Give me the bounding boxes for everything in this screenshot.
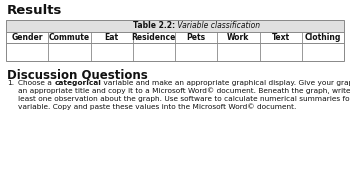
Text: Gender: Gender xyxy=(11,33,43,42)
Text: an appropriate title and copy it to a Microsoft Word© document. Beneath the grap: an appropriate title and copy it to a Mi… xyxy=(18,88,350,94)
Text: Variable classification: Variable classification xyxy=(175,22,260,30)
Text: Commute: Commute xyxy=(49,33,90,42)
Text: Text: Text xyxy=(272,33,290,42)
Text: Table 2.2:: Table 2.2: xyxy=(133,22,175,30)
Text: Discussion Questions: Discussion Questions xyxy=(7,68,148,81)
Text: 1.: 1. xyxy=(7,80,14,86)
Text: variable. Copy and paste these values into the Microsoft Word© document.: variable. Copy and paste these values in… xyxy=(18,103,296,110)
Text: Eat: Eat xyxy=(105,33,119,42)
Text: Work: Work xyxy=(227,33,250,42)
Text: Residence: Residence xyxy=(132,33,176,42)
Text: Clothing: Clothing xyxy=(305,33,341,42)
Text: least one observation about the graph. Use software to calculate numerical summa: least one observation about the graph. U… xyxy=(18,96,350,102)
Text: Pets: Pets xyxy=(187,33,206,42)
Text: Results: Results xyxy=(7,4,62,17)
Text: variable and make an appropriate graphical display. Give your graph: variable and make an appropriate graphic… xyxy=(101,80,350,86)
Text: categorical: categorical xyxy=(54,80,101,86)
Text: Choose a: Choose a xyxy=(18,80,54,86)
Bar xyxy=(6,20,344,61)
Bar xyxy=(6,20,344,32)
